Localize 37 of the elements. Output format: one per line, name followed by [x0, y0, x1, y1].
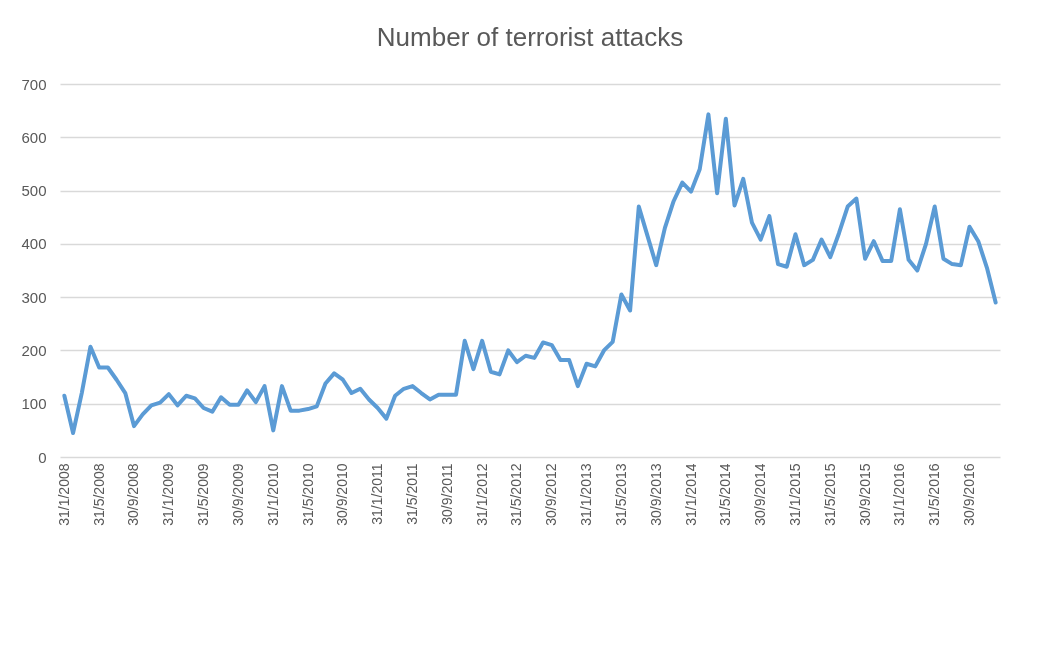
x-tick-label: 30/9/2016 — [961, 463, 978, 526]
x-tick-label: 30/9/2011 — [438, 463, 455, 525]
x-tick-label: 31/1/2013 — [578, 463, 595, 526]
y-tick-label: 600 — [21, 128, 47, 146]
x-tick-label: 31/5/2008 — [90, 463, 107, 526]
x-tick-label: 31/1/2015 — [786, 463, 803, 526]
x-tick-label: 31/5/2012 — [508, 463, 525, 526]
y-tick-label: 100 — [21, 395, 47, 413]
x-tick-label: 31/5/2011 — [404, 463, 420, 525]
x-tick-label: 30/9/2010 — [334, 463, 351, 526]
y-tick-label: 200 — [21, 341, 47, 359]
x-tick-label: 31/1/2009 — [160, 463, 177, 526]
x-tick-label: 31/5/2016 — [926, 463, 943, 526]
x-tick-label: 30/9/2014 — [752, 463, 769, 526]
x-tick-label: 31/5/2009 — [195, 463, 212, 526]
x-tick-label: 30/9/2013 — [647, 463, 664, 526]
chart-title: Number of terrorist attacks — [376, 22, 684, 52]
x-tick-label: 30/9/2015 — [856, 463, 873, 526]
x-tick-label: 31/1/2014 — [682, 463, 699, 526]
x-tick-label: 31/1/2010 — [264, 463, 281, 526]
x-tick-label: 31/1/2012 — [473, 463, 490, 526]
x-tick-label: 31/5/2014 — [717, 463, 734, 526]
x-tick-label: 31/1/2016 — [891, 463, 908, 526]
y-tick-label: 400 — [21, 235, 47, 253]
y-tick-label: 0 — [38, 448, 47, 466]
x-tick-label: 31/1/2011 — [369, 463, 386, 525]
x-tick-label: 31/5/2015 — [821, 463, 838, 526]
line-series — [62, 112, 998, 436]
x-tick-label: 31/5/2013 — [612, 463, 629, 526]
x-tick-label: 30/9/2008 — [125, 463, 142, 526]
x-tick-label: 31/1/2008 — [55, 463, 72, 526]
x-tick-label: 30/9/2012 — [543, 463, 560, 526]
y-tick-label: 700 — [21, 75, 47, 93]
y-tick-label: 300 — [21, 288, 47, 306]
x-tick-label: 31/5/2010 — [299, 463, 316, 526]
y-tick-label: 500 — [21, 182, 47, 200]
x-tick-label: 30/9/2009 — [229, 463, 246, 526]
